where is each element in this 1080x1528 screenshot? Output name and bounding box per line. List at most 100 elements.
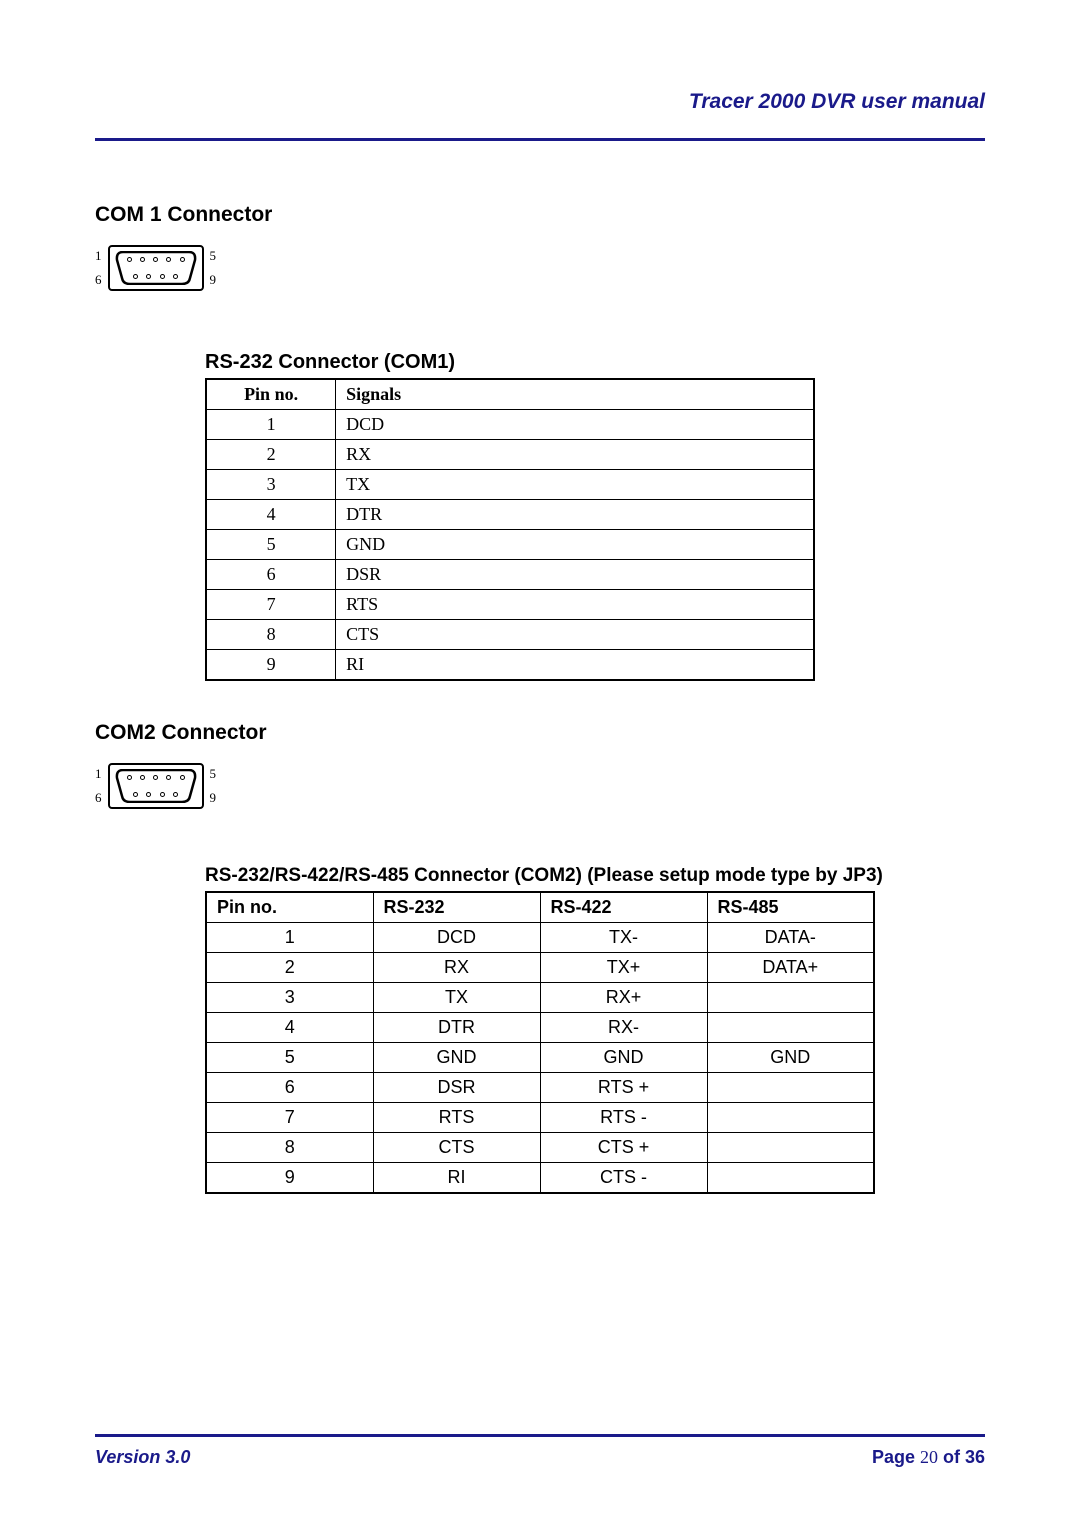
cell-pin: 6 [206, 560, 336, 590]
cell: TX- [540, 923, 707, 953]
db9-label-5: 5 [210, 248, 217, 264]
cell: GND [373, 1043, 540, 1073]
cell [707, 983, 874, 1013]
db9-outer-frame [108, 763, 204, 809]
cell: 3 [206, 983, 373, 1013]
db9-pin [140, 775, 145, 780]
db9-pin [140, 257, 145, 262]
table2-title: RS-232/RS-422/RS-485 Connector (COM2) (P… [205, 865, 985, 887]
cell-pin: 5 [206, 530, 336, 560]
table-row: 9RICTS - [206, 1163, 874, 1194]
cell-signal: TX [336, 470, 814, 500]
cell: 7 [206, 1103, 373, 1133]
cell-pin: 9 [206, 650, 336, 681]
table-row: 6DSRRTS + [206, 1073, 874, 1103]
db9-pin [166, 257, 171, 262]
table-row: 3TXRX+ [206, 983, 874, 1013]
footer-page-prefix: Page [872, 1447, 920, 1467]
cell-pin: 4 [206, 500, 336, 530]
db9-pin [180, 775, 185, 780]
cell-signal: GND [336, 530, 814, 560]
cell: RI [373, 1163, 540, 1194]
cell-pin: 1 [206, 410, 336, 440]
cell-signal: RI [336, 650, 814, 681]
cell: TX [373, 983, 540, 1013]
table-col-rs422: RS-422 [540, 892, 707, 923]
cell [707, 1013, 874, 1043]
table-col-pinno: Pin no. [206, 892, 373, 923]
cell-pin: 2 [206, 440, 336, 470]
footer-rule [95, 1434, 985, 1437]
db9-outer-frame [108, 245, 204, 291]
cell-signal: DTR [336, 500, 814, 530]
table-row: 2RX [206, 440, 814, 470]
table-row: 7RTS [206, 590, 814, 620]
cell: RTS [373, 1103, 540, 1133]
footer-page: Page 20 of 36 [872, 1447, 985, 1468]
db9-pin-row-bottom [133, 792, 179, 797]
cell: 5 [206, 1043, 373, 1073]
db9-label-1: 1 [95, 248, 102, 264]
db9-label-9: 9 [210, 790, 217, 806]
cell-pin: 3 [206, 470, 336, 500]
db9-inner-shell [115, 251, 197, 285]
footer-page-current: 20 [920, 1447, 938, 1467]
db9-pin [153, 257, 158, 262]
cell-signal: DSR [336, 560, 814, 590]
db9-pin [173, 274, 178, 279]
cell [707, 1073, 874, 1103]
db9-pin-row-top [127, 257, 185, 262]
table-row: 5GND [206, 530, 814, 560]
table-row: 1DCDTX-DATA- [206, 923, 874, 953]
cell: DATA- [707, 923, 874, 953]
db9-pin-row-top [127, 775, 185, 780]
cell: CTS - [540, 1163, 707, 1194]
cell: DATA+ [707, 953, 874, 983]
db9-pin [160, 274, 165, 279]
cell: 4 [206, 1013, 373, 1043]
db9-pin [133, 792, 138, 797]
db9-diagram-com1: 1 6 [95, 245, 985, 291]
db9-labels-right: 5 9 [210, 766, 217, 806]
table-col-rs485: RS-485 [707, 892, 874, 923]
table-row: 6DSR [206, 560, 814, 590]
cell-signal: RTS [336, 590, 814, 620]
cell: 2 [206, 953, 373, 983]
db9-pin [180, 257, 185, 262]
cell [707, 1133, 874, 1163]
table-col-signals: Signals [336, 379, 814, 410]
table-row: 1DCD [206, 410, 814, 440]
db9-pin [146, 792, 151, 797]
table2-body: 1DCDTX-DATA- 2RXTX+DATA+ 3TXRX+ 4DTRRX- … [206, 923, 874, 1194]
cell [707, 1103, 874, 1133]
table-row: 5GNDGNDGND [206, 1043, 874, 1073]
db9-label-6: 6 [95, 272, 102, 288]
cell: TX+ [540, 953, 707, 983]
table-row: 4DTRRX- [206, 1013, 874, 1043]
db9-label-1: 1 [95, 766, 102, 782]
table-col-rs232: RS-232 [373, 892, 540, 923]
table-row: 9RI [206, 650, 814, 681]
db9-pin [153, 775, 158, 780]
cell: CTS + [540, 1133, 707, 1163]
table-com2-pinout: Pin no. RS-232 RS-422 RS-485 1DCDTX-DATA… [205, 891, 875, 1194]
cell: 1 [206, 923, 373, 953]
cell: RTS + [540, 1073, 707, 1103]
page: Tracer 2000 DVR user manual COM 1 Connec… [0, 0, 1080, 1528]
cell: RX- [540, 1013, 707, 1043]
cell: GND [540, 1043, 707, 1073]
cell-signal: RX [336, 440, 814, 470]
cell: DTR [373, 1013, 540, 1043]
db9-pin [127, 775, 132, 780]
cell: RX+ [540, 983, 707, 1013]
db9-pin [160, 792, 165, 797]
cell: 8 [206, 1133, 373, 1163]
table-col-pinno: Pin no. [206, 379, 336, 410]
db9-pin [133, 274, 138, 279]
db9-diagram-com2: 1 6 [95, 763, 985, 809]
cell: DCD [373, 923, 540, 953]
table-row: 8CTSCTS + [206, 1133, 874, 1163]
cell-signal: CTS [336, 620, 814, 650]
table1-body: 1DCD 2RX 3TX 4DTR 5GND 6DSR 7RTS 8CTS 9R… [206, 410, 814, 681]
db9-pin-row-bottom [133, 274, 179, 279]
